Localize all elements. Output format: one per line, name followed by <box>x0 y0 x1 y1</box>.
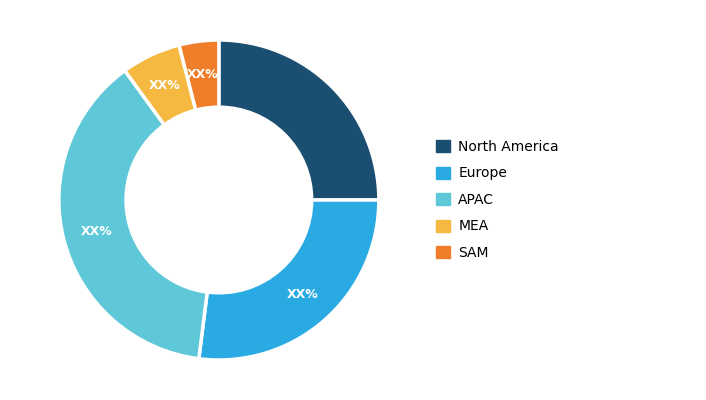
Text: XX%: XX% <box>287 288 318 301</box>
Wedge shape <box>179 40 219 110</box>
Wedge shape <box>59 70 208 359</box>
Wedge shape <box>219 40 379 200</box>
Wedge shape <box>199 200 379 360</box>
Text: XX%: XX% <box>149 79 181 92</box>
Legend: North America, Europe, APAC, MEA, SAM: North America, Europe, APAC, MEA, SAM <box>431 134 565 266</box>
Wedge shape <box>125 45 196 125</box>
Text: XX%: XX% <box>187 68 219 81</box>
Text: XX%: XX% <box>80 225 112 238</box>
